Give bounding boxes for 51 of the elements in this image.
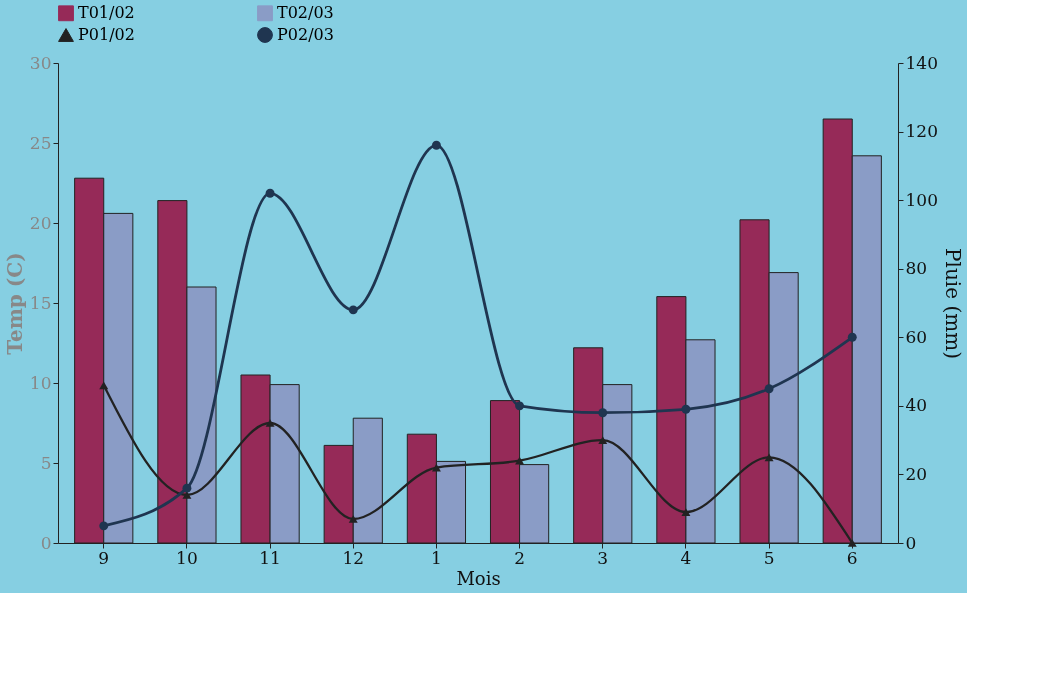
point [99,381,109,390]
y-tick-label: 10 [29,372,52,393]
point [515,456,525,465]
y2-tick-label: 60 [905,326,928,347]
y2-tick-label: 40 [905,395,928,416]
x-tick-label: 6 [846,547,858,568]
x-tick-label: 5 [763,547,775,568]
y-tick-label: 0 [40,532,52,553]
point [265,419,275,427]
point [182,491,192,499]
x-tick-label: 4 [680,547,692,568]
x-tick-label: 12 [342,547,365,568]
point [182,483,192,493]
x-tick-label: 2 [514,547,525,568]
point [847,332,857,342]
x-tick-label: 1 [431,547,442,568]
point [99,521,109,531]
x-tick-label: 11 [259,547,281,568]
point [681,508,691,517]
x-tick-label: 10 [176,547,198,568]
point [847,539,857,547]
point [598,408,608,418]
y2-tick-label: 0 [905,532,917,553]
y-axis-title: Temp (C) [2,252,27,355]
y2-tick-label: 120 [905,121,938,142]
x-tick-label: 9 [98,547,110,568]
point [348,305,358,315]
point [681,404,691,414]
point [265,188,275,198]
y2-tick-label: 100 [905,189,938,210]
y-tick-label: 15 [29,292,52,313]
legend-label: P02/03 [277,25,334,44]
legend-label: T02/03 [277,3,334,23]
point [764,384,774,394]
legend-label: P01/02 [78,25,135,44]
point [515,401,525,411]
y2-tick-label: 20 [905,463,928,484]
y2-tick-label: 80 [905,258,928,279]
y-tick-label: 25 [29,132,52,153]
x-tick-label: 3 [597,547,609,568]
point [764,453,774,462]
y2-tick-label: 140 [905,52,938,73]
x-axis-title: Mois [456,567,501,589]
y-tick-label: 5 [40,452,52,473]
y-tick-label: 20 [29,212,52,233]
y-tick-label: 30 [29,52,52,73]
point [431,140,441,150]
y2-axis-title: Pluie (mm) [940,248,965,359]
legend-label: T01/02 [78,3,135,23]
point [348,515,358,523]
point [598,436,608,445]
